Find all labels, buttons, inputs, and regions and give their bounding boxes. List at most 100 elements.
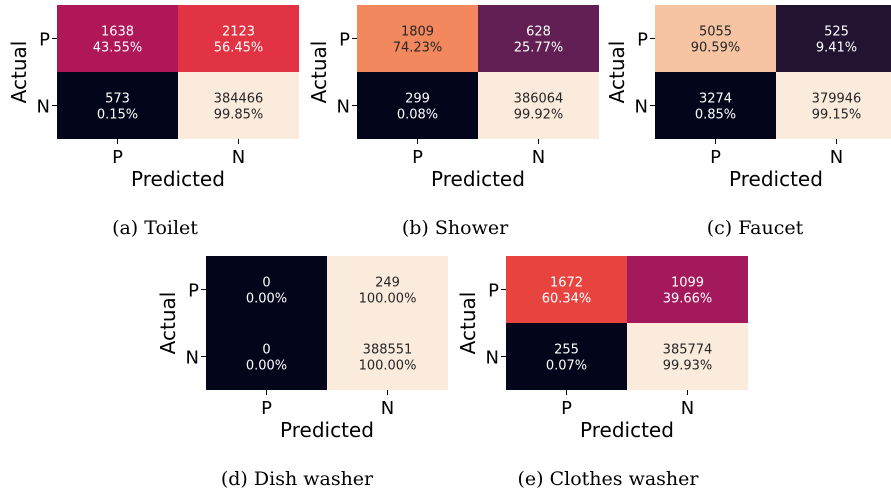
heatmap-cell	[357, 72, 478, 139]
cell-count-label: 384466	[214, 92, 264, 107]
cell-percent-label: 0.85%	[695, 108, 736, 123]
x-tick-label: N	[830, 147, 843, 168]
subfigure-caption: (e) Clothes washer	[518, 468, 700, 490]
y-tick-label: P	[488, 281, 499, 302]
x-tick-label: N	[681, 398, 694, 419]
heatmap-cell	[776, 5, 891, 72]
cell-count-label: 3274	[699, 92, 732, 107]
cell-count-label: 1672	[550, 276, 583, 291]
cell-count-label: 386064	[514, 92, 564, 107]
cell-count-label: 1638	[101, 25, 134, 40]
cell-percent-label: 99.93%	[663, 359, 713, 374]
heatmap-cell	[506, 256, 627, 323]
y-tick-label: P	[39, 30, 50, 51]
y-axis-title: Actual	[7, 41, 31, 104]
y-tick-label: P	[339, 30, 350, 51]
cell-count-label: 628	[526, 25, 551, 40]
x-tick-label: P	[412, 147, 423, 168]
cell-percent-label: 99.15%	[812, 108, 862, 123]
x-tick-label: N	[381, 398, 394, 419]
subfigure-caption: (a) Toilet	[112, 217, 198, 239]
y-tick-label: N	[337, 97, 350, 118]
heatmap-cell	[178, 72, 299, 139]
y-axis-title: Actual	[456, 292, 480, 355]
cell-count-label: 299	[405, 92, 430, 107]
cell-count-label: 385774	[663, 343, 713, 358]
heatmap-cell	[327, 323, 448, 390]
subfigure-caption: (b) Shower	[402, 217, 509, 239]
heatmap-cell	[206, 256, 327, 323]
cell-percent-label: 99.92%	[514, 108, 564, 123]
y-tick-label: N	[486, 348, 499, 369]
heatmap-cell	[327, 256, 448, 323]
cell-count-label: 249	[375, 276, 400, 291]
cell-count-label: 0	[262, 343, 270, 358]
cell-count-label: 255	[554, 343, 579, 358]
x-axis-title: Predicted	[431, 167, 525, 191]
y-axis-title: Actual	[605, 41, 629, 104]
cell-percent-label: 99.85%	[214, 108, 264, 123]
heatmap-cell	[57, 72, 178, 139]
y-tick-label: N	[186, 348, 199, 369]
heatmap-cell	[655, 5, 776, 72]
cell-count-label: 2123	[222, 25, 255, 40]
x-tick-label: P	[561, 398, 572, 419]
heatmap-cell	[627, 256, 748, 323]
y-tick-label: P	[188, 281, 199, 302]
cell-percent-label: 25.77%	[514, 41, 564, 56]
cell-percent-label: 56.45%	[214, 41, 264, 56]
cell-percent-label: 0.00%	[246, 292, 287, 307]
heatmap-cell	[357, 5, 478, 72]
x-axis-title: Predicted	[580, 418, 674, 442]
cell-count-label: 388551	[363, 343, 413, 358]
heatmap-cell	[478, 5, 599, 72]
subfigure-caption: (c) Faucet	[707, 217, 804, 239]
heatmap-cell	[57, 5, 178, 72]
y-tick-label: N	[635, 97, 648, 118]
x-axis-title: Predicted	[131, 167, 225, 191]
cell-percent-label: 43.55%	[93, 41, 143, 56]
x-tick-label: P	[112, 147, 123, 168]
cell-percent-label: 0.00%	[246, 359, 287, 374]
cell-count-label: 525	[824, 25, 849, 40]
cell-percent-label: 74.23%	[393, 41, 443, 56]
cell-count-label: 5055	[699, 25, 732, 40]
cell-percent-label: 0.15%	[97, 108, 138, 123]
heatmap-cell	[478, 72, 599, 139]
heatmap-cell	[506, 323, 627, 390]
x-tick-label: N	[532, 147, 545, 168]
cell-percent-label: 9.41%	[816, 41, 857, 56]
subfigure-caption: (d) Dish washer	[221, 468, 374, 490]
x-axis-title: Predicted	[729, 167, 823, 191]
cell-percent-label: 100.00%	[359, 292, 417, 307]
x-tick-label: P	[261, 398, 272, 419]
cell-count-label: 379946	[812, 92, 862, 107]
cell-percent-label: 0.08%	[397, 108, 438, 123]
cell-count-label: 0	[262, 276, 270, 291]
heatmap-cell	[776, 72, 891, 139]
cell-count-label: 1809	[401, 25, 434, 40]
y-tick-label: N	[37, 97, 50, 118]
cell-percent-label: 39.66%	[663, 292, 713, 307]
y-axis-title: Actual	[156, 292, 180, 355]
heatmap-cell	[178, 5, 299, 72]
cell-percent-label: 0.07%	[546, 359, 587, 374]
x-axis-title: Predicted	[280, 418, 374, 442]
cell-percent-label: 100.00%	[359, 359, 417, 374]
heatmap-cell	[655, 72, 776, 139]
heatmap-cell	[627, 323, 748, 390]
cell-percent-label: 60.34%	[542, 292, 592, 307]
x-tick-label: N	[232, 147, 245, 168]
cell-count-label: 1099	[671, 276, 704, 291]
cell-percent-label: 90.59%	[691, 41, 741, 56]
y-axis-title: Actual	[307, 41, 331, 104]
x-tick-label: P	[710, 147, 721, 168]
y-tick-label: P	[637, 30, 648, 51]
cell-count-label: 573	[105, 92, 130, 107]
